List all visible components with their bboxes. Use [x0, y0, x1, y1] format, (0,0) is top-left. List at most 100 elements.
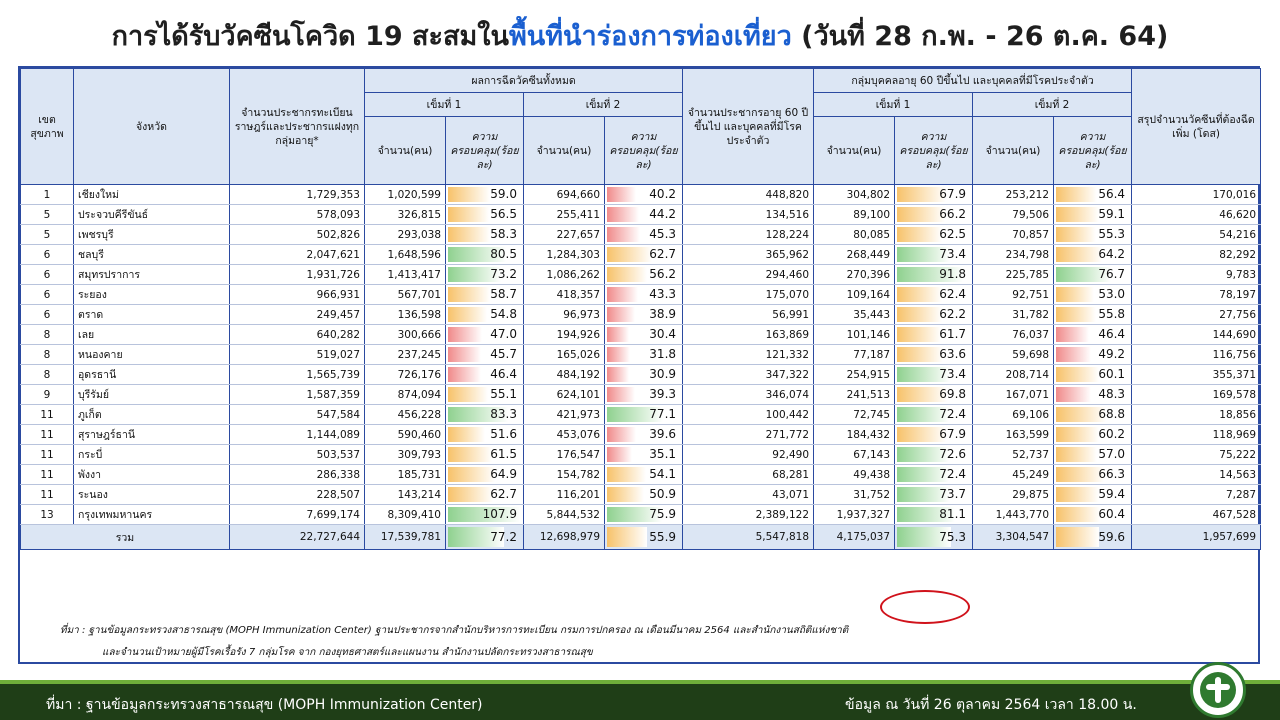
dose1-count-cell: 1,648,596	[364, 244, 446, 265]
elderly-population-cell: 92,490	[682, 444, 815, 465]
coverage-bar-cell: 45.3	[603, 224, 684, 245]
coverage-bar-cell: 44.2	[603, 204, 684, 225]
elderly-dose2-count-cell: 234,798	[972, 244, 1055, 265]
header-dose1: เข็มที่ 1	[364, 92, 524, 117]
coverage-bar	[448, 327, 482, 342]
coverage-bar-cell: 48.3	[1053, 384, 1133, 405]
region-cell: 11	[20, 444, 74, 465]
dose1-count-cell: 726,176	[364, 364, 446, 385]
province-cell: บุรีรัมย์	[73, 384, 230, 405]
coverage-bar	[1056, 187, 1097, 202]
coverage-bar-cell: 57.0	[1053, 444, 1133, 465]
elderly-population-cell: 2,389,122	[682, 504, 815, 525]
dose2-count-cell: 227,657	[523, 224, 605, 245]
table-row: 13 กรุงเทพมหานคร 7,699,174 8,309,410 107.9 5,…	[20, 504, 1262, 525]
coverage-bar	[897, 447, 950, 462]
coverage-bar-cell: 56.5	[445, 204, 524, 225]
coverage-value: 107.9	[482, 507, 517, 521]
table-row: 5 เพชรบุรี 502,826 293,038 58.3 227,657 45.3 12…	[20, 224, 1262, 245]
coverage-bar	[448, 207, 489, 222]
coverage-bar	[448, 347, 481, 362]
coverage-bar-cell: 75.9	[603, 504, 684, 525]
coverage-value: 59.4	[1098, 487, 1126, 501]
coverage-bar-cell: 59.6	[1053, 524, 1133, 550]
coverage-value: 73.2	[490, 267, 517, 281]
elderly-dose1-count-cell: 241,513	[813, 384, 896, 405]
coverage-bar-cell: 73.2	[445, 264, 524, 285]
elderly-population-cell: 100,442	[682, 404, 815, 425]
coverage-bar	[897, 247, 950, 262]
province-cell: เชียงใหม่	[73, 184, 230, 205]
region-cell: 9	[20, 384, 74, 405]
elderly-dose1-count-cell: 67,143	[813, 444, 896, 465]
doses-needed-cell: 1,957,699	[1131, 524, 1262, 550]
doses-needed-cell: 82,292	[1131, 244, 1262, 265]
coverage-bar	[1056, 287, 1095, 302]
region-cell: 11	[20, 484, 74, 505]
province-cell: ระยอง	[73, 284, 230, 305]
coverage-value: 81.1	[939, 507, 967, 521]
doses-needed-cell: 7,287	[1131, 484, 1262, 505]
region-cell: 6	[20, 244, 74, 265]
elderly-dose2-count-cell: 76,037	[972, 324, 1055, 345]
coverage-bar	[1056, 227, 1096, 242]
coverage-value: 45.3	[649, 227, 677, 241]
footer-bar: ที่มา : ฐานข้อมูลกระทรวงสาธารณสุข (MOPH …	[0, 680, 1280, 720]
region-cell: 5	[20, 224, 74, 245]
dose1-count-cell: 874,094	[364, 384, 446, 405]
coverage-bar	[448, 307, 488, 322]
dose1-count-cell: 326,815	[364, 204, 446, 225]
region-cell: 1	[20, 184, 74, 205]
table-row: 1 เชียงใหม่ 1,729,353 1,020,599 59.0 694,660 4…	[20, 184, 1262, 205]
coverage-value: 48.3	[1098, 387, 1126, 401]
coverage-value: 31.8	[649, 347, 677, 361]
header-elderly-dose2: เข็มที่ 2	[972, 92, 1133, 117]
dose1-count-cell: 456,228	[364, 404, 446, 425]
coverage-value: 39.3	[649, 387, 677, 401]
population-cell: 7,699,174	[229, 504, 365, 525]
coverage-bar-cell: 61.5	[445, 444, 524, 465]
coverage-value: 66.3	[1098, 467, 1126, 481]
coverage-value: 55.1	[490, 387, 517, 401]
coverage-bar	[897, 487, 951, 502]
coverage-bar-cell: 73.4	[894, 244, 974, 265]
elderly-dose2-count-cell: 59,698	[972, 344, 1055, 365]
elderly-dose1-count-cell: 77,187	[813, 344, 896, 365]
elderly-dose2-count-cell: 163,599	[972, 424, 1055, 445]
coverage-bar	[1056, 267, 1112, 282]
table-row: 8 หนองคาย 519,027 237,245 45.7 165,026 31.8 121…	[20, 344, 1262, 365]
elderly-dose2-count-cell: 3,304,547	[972, 524, 1055, 550]
population-cell: 1,931,726	[229, 264, 365, 285]
coverage-bar	[1056, 447, 1098, 462]
coverage-value: 77.1	[649, 407, 677, 421]
coverage-value: 62.2	[939, 307, 967, 321]
header-region: เขตสุขภาพ	[20, 68, 74, 185]
footer-source: ที่มา : ฐานข้อมูลกระทรวงสาธารณสุข (MOPH …	[46, 697, 483, 713]
header-count: จำนวน(คน)	[523, 116, 605, 185]
region-cell: 11	[20, 424, 74, 445]
dose2-count-cell: 116,201	[523, 484, 605, 505]
table-row: 11 พังงา 286,338 185,731 64.9 154,782 54.1 68,2…	[20, 464, 1262, 485]
population-cell: 547,584	[229, 404, 365, 425]
dose2-count-cell: 194,926	[523, 324, 605, 345]
dose2-count-cell: 694,660	[523, 184, 605, 205]
coverage-value: 54.8	[490, 307, 517, 321]
coverage-value: 73.4	[939, 247, 967, 261]
elderly-dose1-count-cell: 35,443	[813, 304, 896, 325]
coverage-bar-cell: 107.9	[445, 504, 524, 525]
coverage-value: 56.2	[649, 267, 677, 281]
coverage-bar-cell: 43.3	[603, 284, 684, 305]
doses-needed-cell: 467,528	[1131, 504, 1262, 525]
elderly-dose1-count-cell: 254,915	[813, 364, 896, 385]
table-row: 6 ตราด 249,457 136,598 54.8 96,973 38.9 56,991 3…	[20, 304, 1262, 325]
coverage-bar-cell: 58.3	[445, 224, 524, 245]
province-cell: กรุงเทพมหานคร	[73, 504, 230, 525]
coverage-value: 59.1	[1098, 207, 1126, 221]
region-cell: 8	[20, 324, 74, 345]
coverage-bar	[448, 527, 504, 547]
coverage-bar	[607, 287, 639, 302]
doses-needed-cell: 18,856	[1131, 404, 1262, 425]
coverage-bar	[897, 467, 950, 482]
doses-needed-cell: 170,016	[1131, 184, 1262, 205]
elderly-population-cell: 121,332	[682, 344, 815, 365]
